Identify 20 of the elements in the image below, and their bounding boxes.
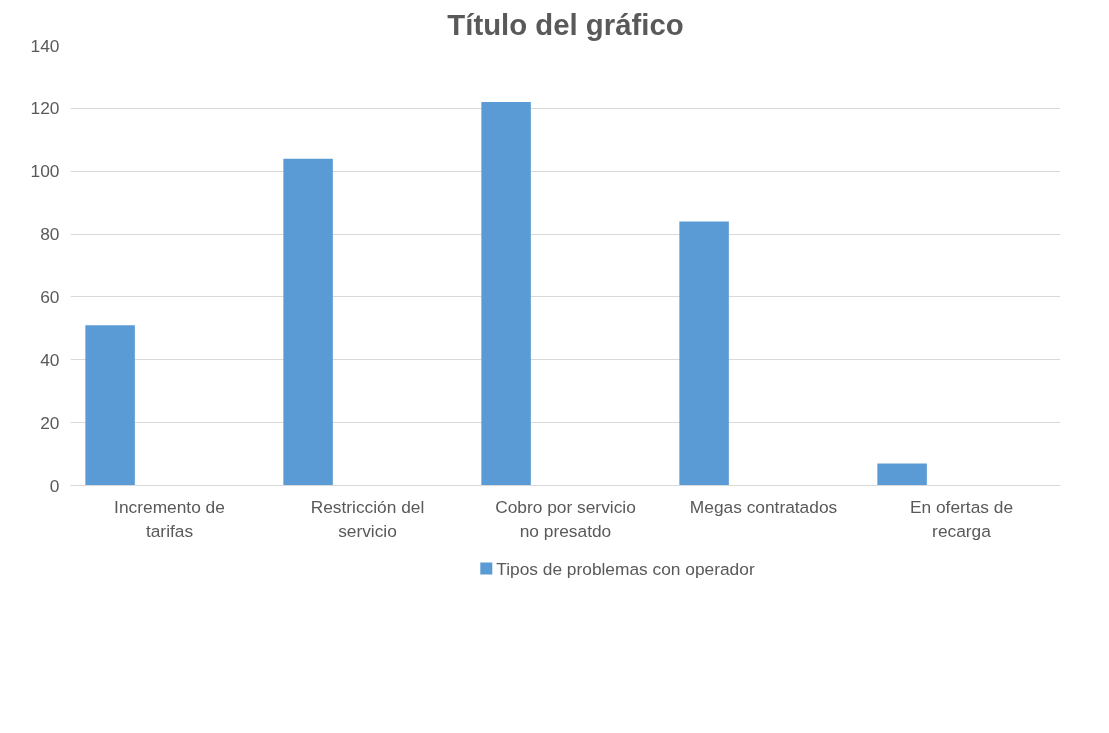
y-tick-label: 20 (40, 412, 60, 433)
y-tick-label: 120 (30, 98, 60, 119)
y-tick-label: 140 (30, 35, 60, 56)
x-tick-label: Megas contratados (689, 496, 838, 517)
bar (481, 102, 531, 486)
x-tick-label: Cobro por servicio no presatdo (495, 496, 636, 541)
y-tick-label: 0 (49, 475, 60, 496)
bar (877, 463, 927, 486)
y-tick-label: 100 (30, 161, 60, 182)
bar (283, 158, 333, 486)
bar (679, 221, 729, 486)
x-tick-label: Restricción del servicio (310, 496, 425, 541)
bar (85, 325, 135, 486)
y-tick-label: 80 (40, 224, 60, 245)
y-tick-label: 60 (40, 286, 60, 307)
legend-label: Tipos de problemas con operador (496, 558, 755, 579)
y-tick-label: 40 (40, 349, 60, 370)
x-tick-label: En ofertas de recarga (909, 496, 1014, 541)
chart-title: Título del gráfico (447, 7, 684, 41)
x-tick-label: Incremento de tarifas (114, 496, 225, 541)
